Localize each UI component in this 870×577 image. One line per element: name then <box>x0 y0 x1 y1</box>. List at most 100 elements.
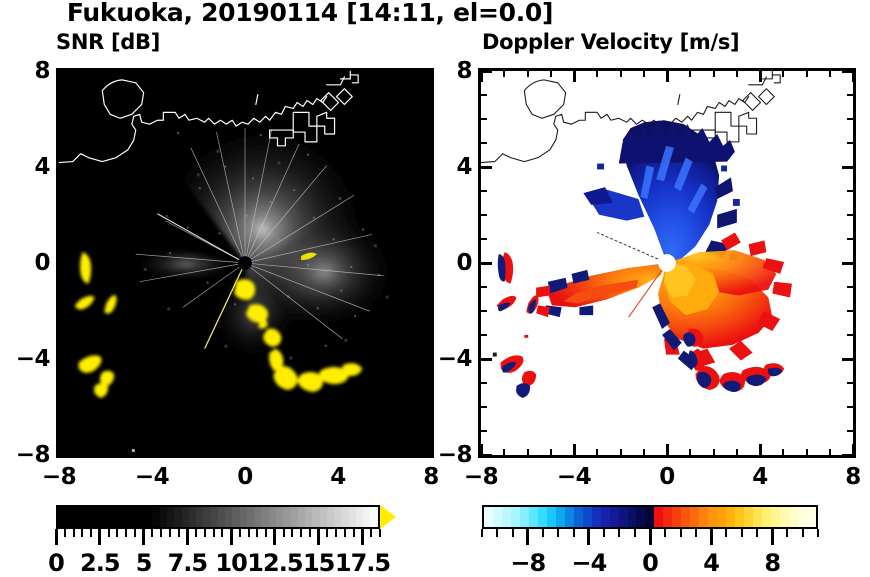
colorbar-swatch <box>123 507 131 527</box>
colorbar-swatch <box>275 507 284 527</box>
y-tick-label: 0 <box>34 250 50 276</box>
colorbar-tick-label: 12.5 <box>247 549 303 577</box>
colorbar-major-tick <box>317 529 321 545</box>
colorbar-swatch <box>735 507 745 527</box>
colorbar-swatch <box>312 507 320 527</box>
colorbar-minor-tick <box>247 529 250 537</box>
x-tick-label: −4 <box>134 464 170 490</box>
y-minor-tick-right <box>425 190 431 192</box>
y-minor-tick-right <box>425 94 431 96</box>
y-minor-tick-right <box>425 238 431 240</box>
colorbar-minor-tick <box>116 529 119 537</box>
x-tick-label: −8 <box>41 464 77 490</box>
colorbar-minor-tick <box>63 529 66 537</box>
x-tick-label: 8 <box>845 464 861 490</box>
colorbar-minor-tick <box>343 529 346 537</box>
colorbar-swatch <box>254 507 262 527</box>
colorbar-minor-tick <box>151 529 154 537</box>
page-title: Fukuoka, 20190114 [14:11, el=0.0] <box>66 0 554 27</box>
colorbar-swatch <box>268 507 276 527</box>
colorbar-minor-tick <box>107 529 110 537</box>
colorbar-swatch <box>137 507 146 527</box>
y-minor-tick-right <box>425 142 431 144</box>
x-minor-tick-top <box>549 71 552 77</box>
x-minor-tick <box>104 449 107 455</box>
y-major-tick-right <box>842 261 853 265</box>
colorbar-minor-tick <box>755 529 758 537</box>
x-tick-label: 4 <box>752 464 768 490</box>
doppler-colorbar[interactable]: −8 −4 0 4 8 <box>466 505 834 577</box>
colorbar-swatch <box>753 507 763 527</box>
colorbar-swatch <box>681 507 691 527</box>
colorbar-tick-label: 0 <box>642 549 659 577</box>
colorbar-swatch <box>797 507 807 527</box>
colorbar-swatch <box>555 507 565 527</box>
colorbar-minor-tick <box>81 529 84 537</box>
y-minor-tick <box>59 238 65 240</box>
y-minor-tick <box>59 310 65 312</box>
colorbar-tick-label: 7.5 <box>167 549 209 577</box>
colorbar-swatch <box>72 507 80 527</box>
y-minor-tick <box>59 190 65 192</box>
x-minor-tick-top <box>406 71 409 77</box>
x-minor-tick <box>313 449 316 455</box>
y-minor-tick-right <box>425 430 431 432</box>
colorbar-swatch <box>645 507 655 527</box>
y-minor-tick <box>481 310 487 312</box>
colorbar-swatch <box>152 507 160 527</box>
doppler-plot-canvas <box>481 71 853 455</box>
colorbar-swatch <box>654 507 664 527</box>
colorbar-tick-label: −4 <box>571 549 608 577</box>
colorbar-minor-tick <box>786 529 789 537</box>
y-minor-tick-right <box>425 406 431 408</box>
doppler-plot-area[interactable] <box>478 68 856 458</box>
x-minor-tick <box>174 449 177 455</box>
colorbar-swatch <box>492 507 502 527</box>
colorbar-swatch <box>609 507 619 527</box>
x-minor-tick-top <box>313 71 316 77</box>
y-minor-tick <box>481 94 487 96</box>
colorbar-swatch <box>174 507 182 527</box>
snr-panel-title: SNR [dB] <box>56 30 161 54</box>
colorbar-minor-tick <box>633 529 636 537</box>
doppler-data-overlay <box>481 71 792 398</box>
x-minor-tick <box>290 449 293 455</box>
x-tick-label: −8 <box>463 464 499 490</box>
colorbar-swatch <box>699 507 709 527</box>
colorbar-minor-tick <box>542 529 545 537</box>
colorbar-swatch <box>762 507 771 527</box>
colorbar-swatch <box>334 507 342 527</box>
colorbar-swatch <box>690 507 700 527</box>
colorbar-swatch <box>188 507 197 527</box>
y-major-tick-right <box>420 165 431 169</box>
x-minor-tick-top <box>805 71 808 77</box>
x-major-tick <box>665 444 669 455</box>
colorbar-tick-label: 0 <box>48 549 65 577</box>
colorbar-minor-tick <box>694 529 697 537</box>
y-major-tick-right <box>420 261 431 265</box>
colorbar-swatch <box>370 507 378 527</box>
x-major-tick <box>851 444 855 455</box>
colorbar-minor-tick <box>90 529 93 537</box>
colorbar-minor-tick <box>511 529 514 537</box>
y-minor-tick <box>481 214 487 216</box>
x-minor-tick-top <box>174 71 177 77</box>
doppler-panel-title: Doppler Velocity [m/s] <box>482 30 740 54</box>
colorbar-swatch <box>166 507 175 527</box>
snr-plot-area[interactable] <box>56 68 434 458</box>
colorbar-swatch <box>546 507 556 527</box>
colorbar-minor-tick <box>72 529 75 537</box>
x-minor-tick <box>619 449 622 455</box>
colorbar-tick-label: 17.5 <box>334 549 391 577</box>
colorbar-minor-tick <box>725 529 728 537</box>
x-major-tick <box>429 444 433 455</box>
y-tick-label: 4 <box>456 154 472 180</box>
colorbar-minor-tick <box>335 529 338 537</box>
y-minor-tick <box>59 382 65 384</box>
colorbar-major-tick <box>770 529 774 545</box>
colorbar-swatch <box>239 507 247 527</box>
y-major-tick-right <box>842 165 853 169</box>
snr-colorbar[interactable]: 0 2.5 5 7.5 10 12.5 15 17.5 <box>48 505 396 577</box>
colorbar-swatch <box>636 507 646 527</box>
x-minor-tick-top <box>689 71 692 77</box>
